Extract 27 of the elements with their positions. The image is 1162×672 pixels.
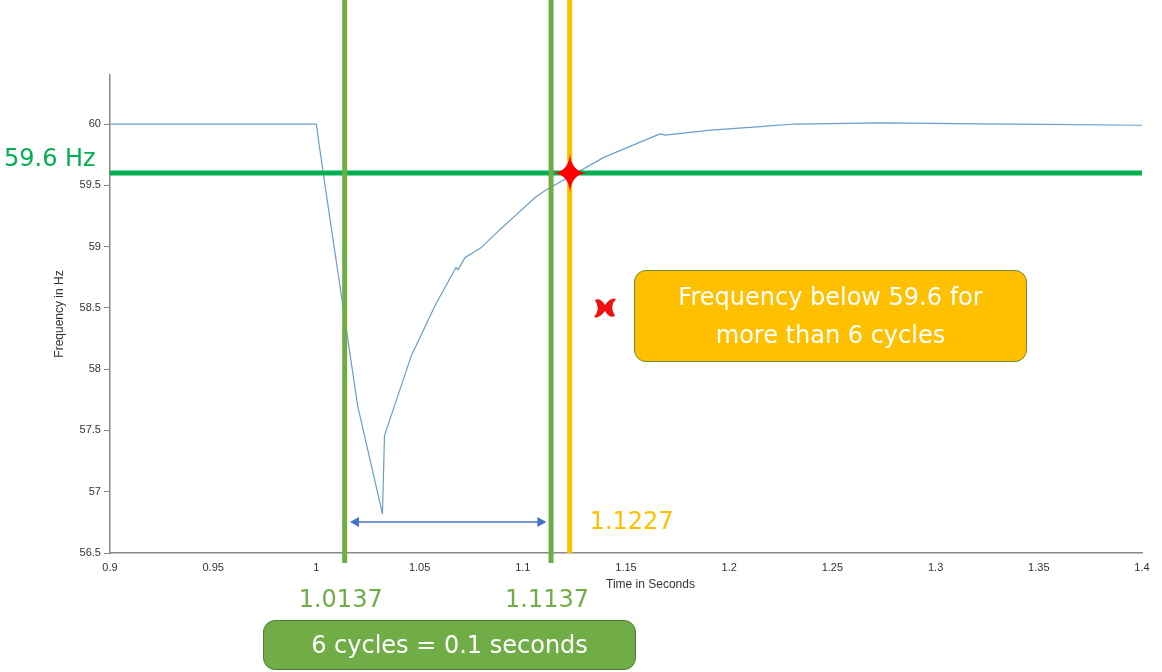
x-tick-label: 1.4	[1134, 560, 1150, 573]
ref-line-label: 1.1137	[505, 585, 590, 614]
y-tick-label: 59.5	[79, 178, 101, 191]
ref-line-label: 59.6 Hz	[4, 144, 96, 173]
caption-box: 6 cycles = 0.1 seconds	[263, 620, 636, 670]
x-axis-title: Time in Seconds	[606, 577, 695, 592]
x-tick-label: 1	[313, 560, 320, 573]
y-tick-label: 56.5	[79, 546, 101, 559]
y-tick-label: 59	[88, 239, 101, 252]
x-tick-label: 0.95	[202, 560, 224, 573]
x-tick-label: 1.1	[515, 560, 531, 573]
y-tick-label: 57	[88, 484, 101, 497]
y-tick-label: 58	[88, 362, 101, 375]
x-tick-label: 1.15	[615, 560, 637, 573]
x-tick-label: 1.35	[1028, 560, 1050, 573]
ref-line-label: 1.0137	[298, 585, 383, 614]
y-tick-label: 57.5	[79, 423, 101, 436]
y-tick-label: 60	[88, 117, 101, 130]
x-tick-label: 0.9	[102, 560, 118, 573]
x-tick-label: 1.25	[821, 560, 844, 573]
y-tick-label: 58.5	[79, 300, 101, 313]
x-tick-label: 1.3	[927, 560, 944, 573]
callout-box: Frequency below 59.6 for more than 6 cycles	[634, 270, 1027, 362]
x-tick-label: 1.2	[721, 560, 737, 573]
ref-line-label: 1.1227	[589, 506, 674, 535]
y-axis-title: Frequency in Hz	[51, 270, 66, 358]
x-tick-label: 1.05	[408, 560, 431, 573]
